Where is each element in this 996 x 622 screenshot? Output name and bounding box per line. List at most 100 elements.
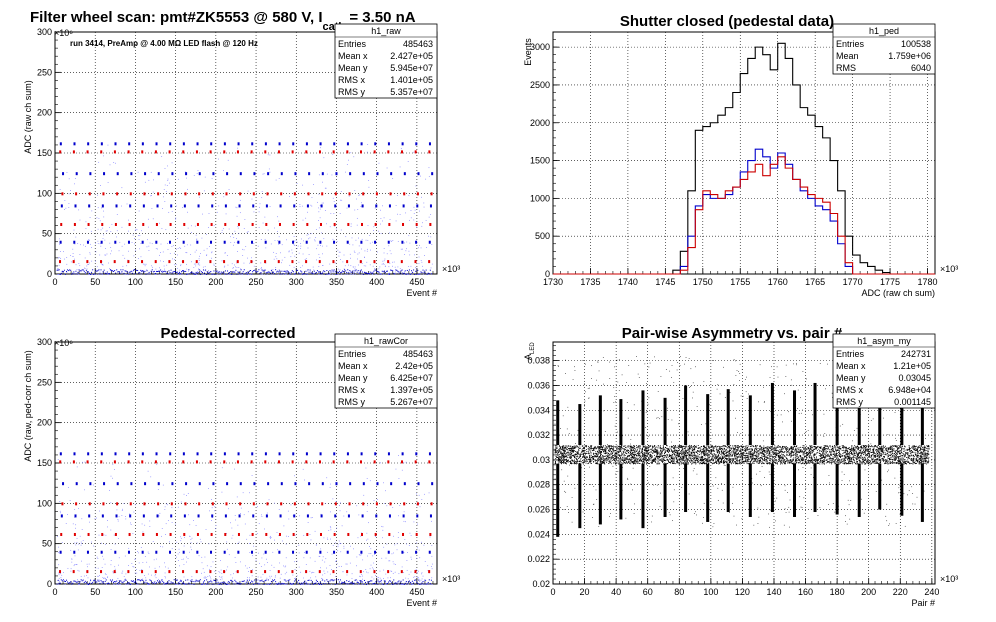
asym-point — [688, 449, 690, 451]
scatter-point — [107, 144, 109, 146]
baseline-point — [344, 581, 346, 583]
scatter-point — [74, 509, 76, 510]
asym-point — [897, 452, 899, 454]
baseline-point — [214, 273, 216, 275]
scatter-point — [357, 584, 359, 585]
scatter-point — [390, 240, 392, 242]
asym-point — [675, 455, 677, 457]
baseline-point — [338, 581, 340, 583]
scatter-point — [328, 530, 330, 531]
level-mark — [72, 460, 75, 464]
baseline-point — [115, 272, 117, 274]
asym-point — [733, 445, 735, 447]
baseline-point — [354, 579, 356, 581]
scatter-point — [322, 253, 323, 255]
scatter-point — [150, 476, 152, 478]
scatter-point — [302, 265, 303, 267]
scatter-point — [116, 584, 118, 585]
scatter-point — [71, 561, 73, 563]
scatter-point — [217, 158, 219, 160]
asym-point — [771, 462, 773, 463]
baseline-point — [153, 581, 155, 583]
asym-point — [784, 463, 786, 465]
scatter-point — [335, 560, 336, 562]
level-mark — [401, 240, 404, 244]
baseline-point — [334, 583, 336, 585]
baseline-point — [363, 271, 365, 273]
scatter-point — [318, 266, 320, 268]
asym-point — [667, 449, 669, 451]
scatter-point — [171, 162, 173, 164]
baseline-point — [247, 271, 249, 273]
baseline-point — [200, 271, 202, 273]
scatter-point — [89, 217, 91, 218]
level-mark — [401, 142, 404, 146]
scatter-point — [419, 210, 421, 212]
level-mark — [278, 550, 281, 554]
baseline-point — [71, 273, 73, 275]
level-mark — [86, 570, 89, 574]
level-mark — [59, 570, 62, 574]
scatter-point — [294, 578, 295, 579]
baseline-point — [414, 273, 416, 275]
scatter-point — [110, 529, 112, 531]
baseline-point — [401, 583, 403, 585]
level-mark — [237, 452, 240, 456]
asym-point — [565, 455, 567, 457]
scatter-point — [376, 274, 377, 275]
scatter-point — [126, 274, 128, 275]
asym-point — [821, 457, 823, 459]
scatter-point — [191, 537, 193, 539]
baseline-point — [96, 581, 98, 583]
scatter-point — [58, 577, 60, 579]
baseline-point — [122, 582, 124, 584]
scatter-point — [367, 584, 368, 585]
scatter-point — [147, 470, 149, 472]
baseline-point — [87, 583, 89, 585]
asym-point — [870, 452, 872, 453]
scatter-point — [347, 271, 349, 273]
asym-point — [618, 463, 619, 465]
baseline-point — [287, 579, 289, 581]
asym-point — [854, 457, 856, 459]
asym-point — [669, 458, 671, 460]
scatter-point — [78, 570, 80, 572]
scatter-point — [359, 580, 360, 582]
baseline-point — [325, 273, 327, 275]
x-tick-label: 220 — [893, 587, 908, 597]
asym-point — [710, 447, 712, 448]
scatter-point — [304, 552, 305, 553]
scatter-point — [368, 186, 370, 188]
scatter-point — [133, 255, 135, 257]
level-mark — [115, 204, 118, 208]
asym-point — [870, 460, 871, 462]
asym-point — [585, 445, 587, 447]
scatter-point — [335, 576, 336, 577]
x-tick-label: 100 — [128, 277, 143, 287]
scatter-point — [149, 526, 151, 528]
baseline-point — [269, 272, 271, 274]
scatter-point — [155, 248, 157, 250]
baseline-point — [57, 580, 59, 582]
stats-box-frame — [334, 23, 438, 99]
scatter-point — [82, 540, 84, 541]
asym-point — [744, 449, 746, 450]
scatter-point — [75, 524, 77, 526]
baseline-point — [189, 583, 191, 585]
scatter-point — [317, 584, 319, 585]
asym-point — [646, 446, 648, 447]
asym-point — [737, 456, 739, 458]
asym-point — [842, 445, 844, 447]
asym-point — [921, 453, 923, 455]
scatter-point — [272, 274, 274, 275]
baseline-point — [152, 582, 154, 584]
asym-point — [657, 449, 658, 451]
asym-point — [623, 454, 625, 456]
baseline-point — [251, 273, 253, 275]
scatter-point — [214, 510, 216, 512]
baseline-point — [142, 270, 144, 272]
scatter-point — [151, 266, 153, 268]
baseline-point — [227, 270, 229, 272]
asym-point — [883, 451, 885, 453]
scatter-point — [405, 577, 407, 579]
